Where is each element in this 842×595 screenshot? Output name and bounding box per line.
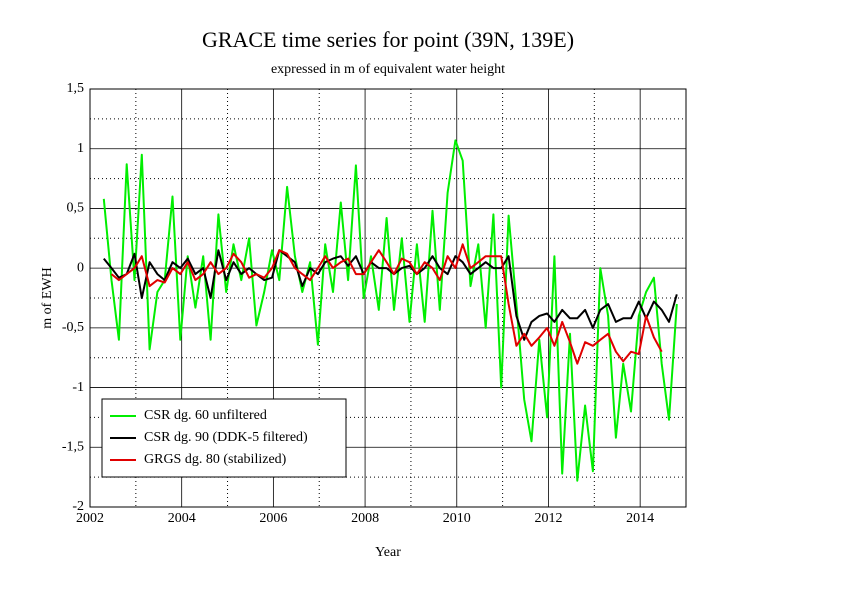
chart-title: GRACE time series for point (39N, 139E) [202,27,574,52]
y-tick-label: 0,5 [67,201,85,216]
x-tick-label: 2014 [626,511,654,526]
x-tick-label: 2010 [443,511,471,526]
x-tick-label: 2002 [76,511,104,526]
chart-subtitle: expressed in m of equivalent water heigh… [271,62,505,77]
x-tick-label: 2012 [534,511,562,526]
legend-label: CSR dg. 90 (DDK-5 filtered) [144,430,308,445]
y-tick-label: 1,5 [67,81,85,96]
y-tick-label: 0 [77,260,84,275]
y-tick-label: -2 [72,499,84,514]
series-line [110,243,663,365]
legend-label: GRGS dg. 80 (stabilized) [144,452,287,467]
y-tick-label: -1 [72,380,84,395]
legend-box [101,398,347,478]
y-tick-label: -0,5 [62,320,84,335]
x-tick-label: 2006 [259,511,287,526]
y-axis-label: m of EWH [40,267,55,328]
series-line [102,139,678,482]
x-axis-label: Year [375,545,401,560]
x-tick-label: 2004 [168,511,196,526]
y-tick-label: 1 [77,141,84,156]
series-line [103,249,678,341]
y-tick-label: -1,5 [62,440,84,455]
legend-label: CSR dg. 60 unfiltered [144,408,267,423]
x-tick-label: 2008 [351,511,379,526]
plot-frame [89,88,687,508]
